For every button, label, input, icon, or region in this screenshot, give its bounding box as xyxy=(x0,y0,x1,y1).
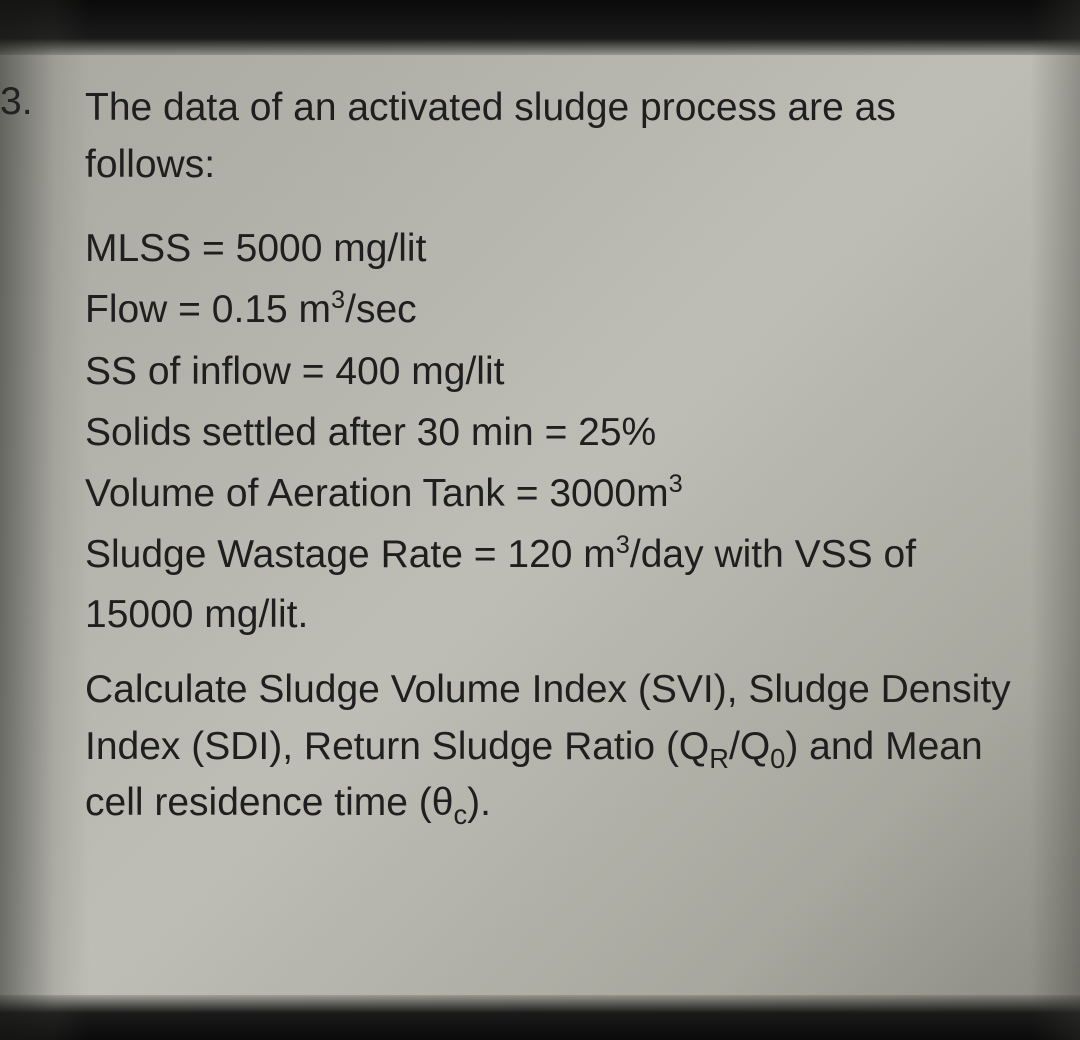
data-line-flow: Flow = 0.15 m3/sec xyxy=(85,280,1025,339)
data-line-aeration-volume: Volume of Aeration Tank = 3000m3 xyxy=(85,464,1025,523)
data-line-mlss: MLSS = 5000 mg/lit xyxy=(85,219,1025,278)
textbook-page: 3. The data of an activated sludge proce… xyxy=(0,0,1080,1040)
question-number: 3. xyxy=(0,80,33,124)
data-line-sludge-wastage: Sludge Wastage Rate = 120 m3/day with VS… xyxy=(85,525,1025,644)
data-line-ss-inflow: SS of inflow = 400 mg/lit xyxy=(85,342,1025,401)
question-calculate: Calculate Sludge Volume Index (SVI), Slu… xyxy=(85,662,1025,832)
question-content: 3. The data of an activated sludge proce… xyxy=(0,80,1050,832)
data-line-solids-settled: Solids settled after 30 min = 25% xyxy=(85,403,1025,462)
question-intro: The data of an activated sludge process … xyxy=(85,80,1025,193)
